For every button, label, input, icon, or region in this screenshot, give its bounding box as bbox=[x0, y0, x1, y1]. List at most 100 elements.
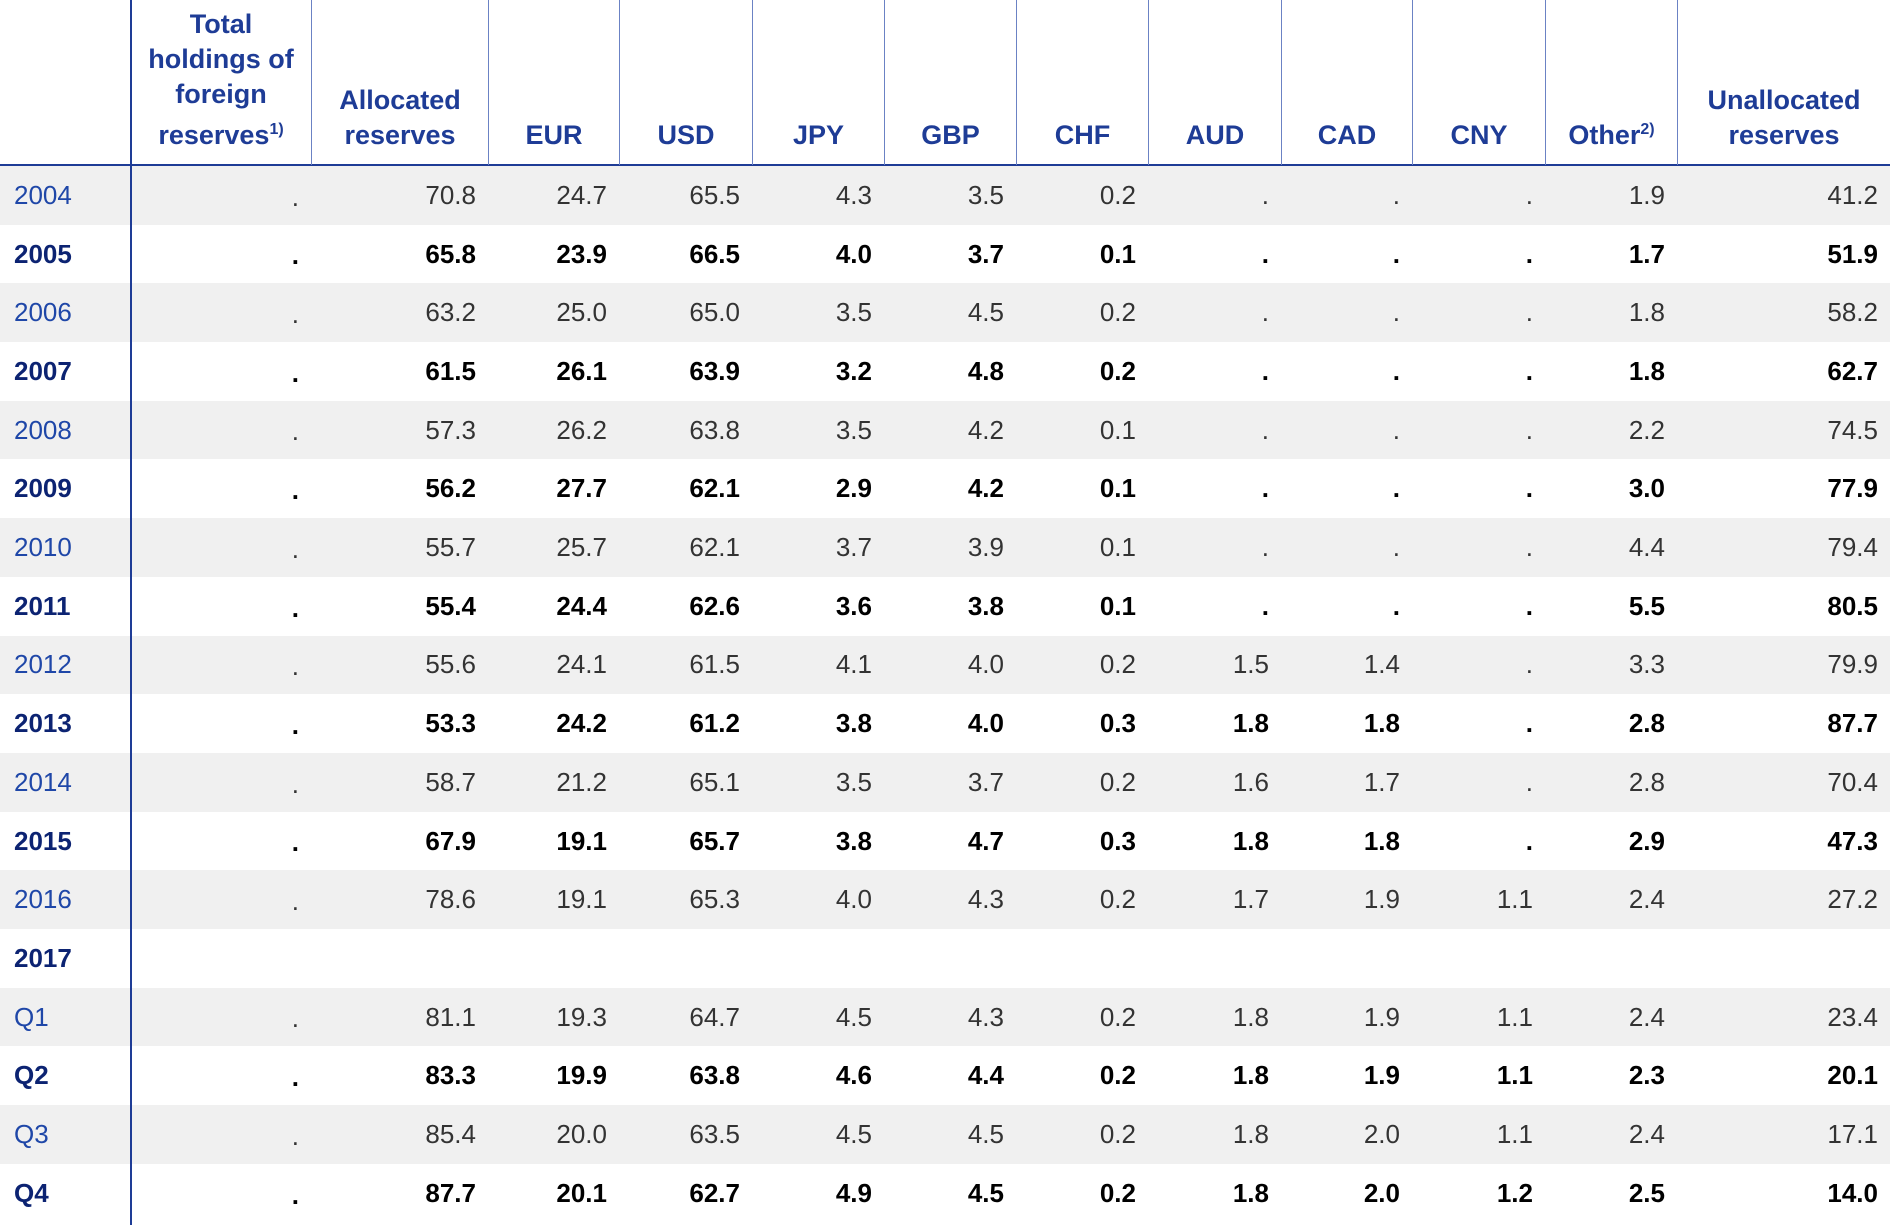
header-text: Unallocated reserves bbox=[1686, 83, 1882, 153]
cell: 64.7 bbox=[689, 1001, 740, 1032]
cell: 26.1 bbox=[556, 355, 607, 386]
cell: . bbox=[291, 299, 299, 330]
cell: 63.8 bbox=[689, 1060, 740, 1091]
cell: 62.1 bbox=[689, 532, 740, 563]
cell: 63.8 bbox=[689, 414, 740, 445]
cell: 3.7 bbox=[967, 238, 1004, 269]
cell: 3.5 bbox=[835, 297, 872, 328]
row-label: 2006 bbox=[14, 297, 72, 328]
cell: 1.2 bbox=[1496, 1177, 1533, 1208]
cell: 0.2 bbox=[1099, 649, 1136, 680]
cell: . bbox=[1261, 414, 1269, 445]
header-text: GBP bbox=[921, 118, 980, 153]
column-header: GBP bbox=[884, 0, 1016, 165]
table-row: 2006. 63.2 25.0 65.0 3.5 4.5 0.2... 1.8 58.2 bbox=[0, 283, 1890, 343]
cell: 2.4 bbox=[1628, 884, 1665, 915]
cell: 79.9 bbox=[1827, 649, 1878, 680]
cell: . bbox=[1392, 532, 1400, 563]
cell: 4.9 bbox=[835, 1177, 872, 1208]
row-label: 2016 bbox=[14, 884, 72, 915]
table-row: 2014. 58.7 21.2 65.1 3.5 3.7 0.2 1.6 1.7. 2.8 70.4 bbox=[0, 753, 1890, 812]
cell: . bbox=[291, 475, 299, 506]
cell: 62.7 bbox=[1827, 355, 1878, 386]
cell: . bbox=[291, 533, 299, 564]
column-header: CHF bbox=[1016, 0, 1148, 165]
cell: . bbox=[1525, 708, 1533, 739]
row-label: Q4 bbox=[14, 1177, 49, 1208]
cell: . bbox=[291, 709, 299, 740]
header-label: Other bbox=[1568, 120, 1641, 150]
header-text: USD bbox=[657, 118, 714, 153]
cell: . bbox=[291, 1179, 299, 1210]
cell: 2.9 bbox=[835, 473, 872, 504]
column-header: Allocated reserves bbox=[311, 0, 488, 165]
row-label: 2015 bbox=[14, 825, 72, 856]
cell: 5.5 bbox=[1628, 590, 1665, 621]
cell: 4.5 bbox=[835, 1119, 872, 1150]
cell: . bbox=[1392, 590, 1400, 621]
cell: 77.9 bbox=[1827, 473, 1878, 504]
table-row: Q2. 83.3 19.9 63.8 4.6 4.4 0.2 1.8 1.9 1.1 2.3 20.1 bbox=[0, 1047, 1890, 1106]
cell: 61.2 bbox=[689, 708, 740, 739]
cell: 78.6 bbox=[425, 884, 476, 915]
cell: 0.3 bbox=[1099, 825, 1136, 856]
table-row: 2017 bbox=[0, 929, 1890, 988]
cell: 4.2 bbox=[967, 414, 1004, 445]
cell: . bbox=[291, 1120, 299, 1151]
header-label: CHF bbox=[1054, 120, 1111, 150]
cell: 1.9 bbox=[1363, 884, 1400, 915]
column-header: Unallocated reserves bbox=[1677, 0, 1890, 165]
cell: . bbox=[1261, 473, 1269, 504]
cell: 1.6 bbox=[1232, 766, 1269, 797]
cell: . bbox=[1261, 532, 1269, 563]
cell: 66.5 bbox=[689, 238, 740, 269]
cell: . bbox=[1261, 355, 1269, 386]
cell: 2.5 bbox=[1628, 1177, 1665, 1208]
cell: 0.1 bbox=[1099, 590, 1136, 621]
cell: . bbox=[1525, 825, 1533, 856]
cell: 27.2 bbox=[1827, 884, 1878, 915]
cell: 65.5 bbox=[689, 179, 740, 210]
row-label: 2009 bbox=[14, 473, 72, 504]
cell: 4.2 bbox=[967, 473, 1004, 504]
cell: . bbox=[291, 1003, 299, 1034]
cell: 2.2 bbox=[1628, 414, 1665, 445]
row-label: 2014 bbox=[14, 766, 72, 797]
cell: . bbox=[291, 357, 299, 388]
header-rule bbox=[0, 164, 1890, 166]
cell: 58.7 bbox=[425, 766, 476, 797]
cell: 80.5 bbox=[1827, 590, 1878, 621]
table-row: 2007. 61.5 26.1 63.9 3.2 4.8 0.2... 1.8 62.7 bbox=[0, 342, 1890, 401]
cell: 62.7 bbox=[689, 1177, 740, 1208]
cell: 2.0 bbox=[1363, 1177, 1400, 1208]
cell: 41.2 bbox=[1827, 179, 1878, 210]
cell: 4.6 bbox=[835, 1060, 872, 1091]
cell: . bbox=[291, 1062, 299, 1093]
cell: 1.8 bbox=[1232, 708, 1269, 739]
cell: . bbox=[1525, 414, 1533, 445]
cell: 19.3 bbox=[556, 1001, 607, 1032]
header-label: GBP bbox=[921, 120, 980, 150]
cell: 74.5 bbox=[1827, 414, 1878, 445]
cell: 4.3 bbox=[967, 884, 1004, 915]
cell: 55.4 bbox=[425, 590, 476, 621]
header-text: Other2) bbox=[1568, 112, 1654, 153]
cell: 1.8 bbox=[1232, 825, 1269, 856]
cell: 25.7 bbox=[556, 532, 607, 563]
header-label: Allocated reserves bbox=[339, 85, 461, 150]
row-label: 2010 bbox=[14, 532, 72, 563]
cell: . bbox=[1261, 238, 1269, 269]
row-label: Q3 bbox=[14, 1119, 49, 1150]
cell: . bbox=[1392, 473, 1400, 504]
row-label: Q1 bbox=[14, 1001, 49, 1032]
cell: 57.3 bbox=[425, 414, 476, 445]
header-text: CNY bbox=[1450, 118, 1507, 153]
cell: 4.0 bbox=[967, 649, 1004, 680]
cell: 83.3 bbox=[425, 1060, 476, 1091]
label-rule bbox=[130, 0, 132, 1225]
cell: . bbox=[1525, 590, 1533, 621]
cell: 0.2 bbox=[1099, 1119, 1136, 1150]
cell: 4.5 bbox=[835, 1001, 872, 1032]
cell: 63.9 bbox=[689, 355, 740, 386]
cell: 0.2 bbox=[1099, 297, 1136, 328]
